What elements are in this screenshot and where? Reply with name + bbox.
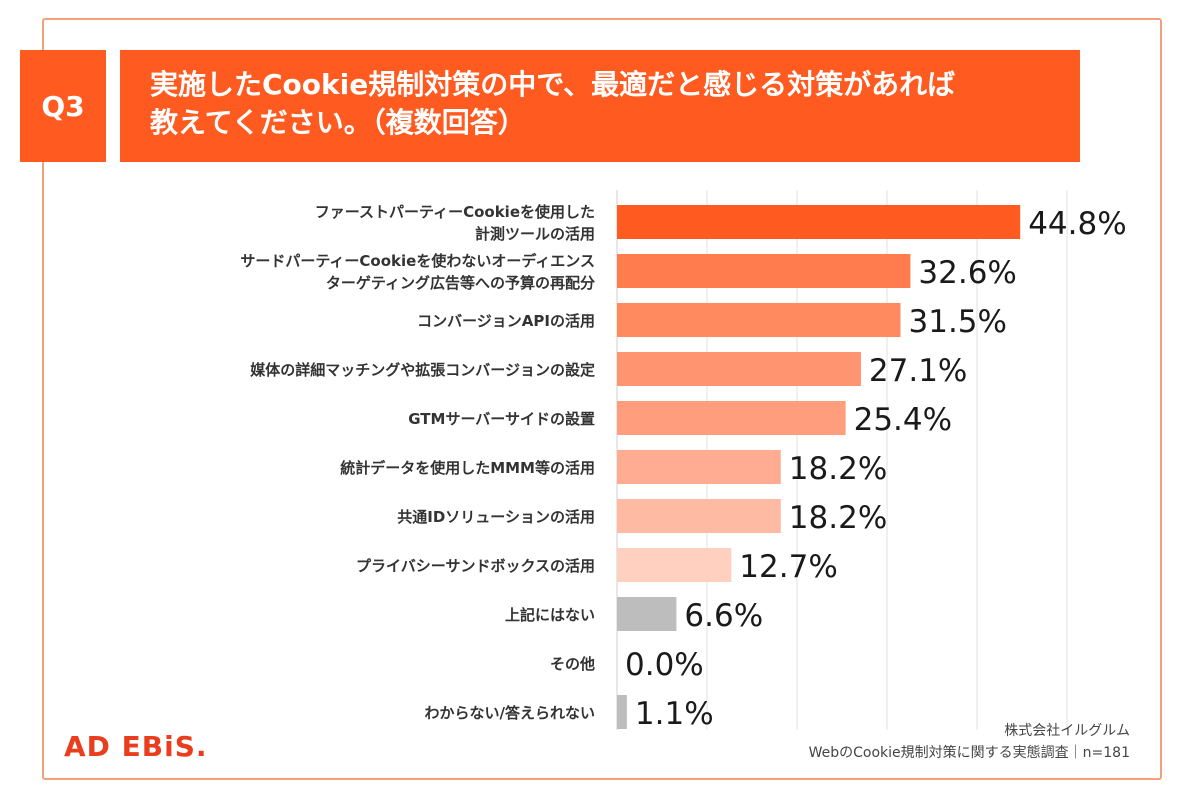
bar bbox=[617, 450, 781, 484]
question-title: 実施したCookie規制対策の中で、最適だと感じる対策があれば 教えてください。… bbox=[150, 66, 1050, 142]
value-label: 27.1% bbox=[869, 353, 967, 389]
value-label: 32.6% bbox=[918, 255, 1016, 291]
category-label: 上記にはない bbox=[505, 606, 595, 624]
category-label: 媒体の詳細マッチングや拡張コンバージョンの設定 bbox=[250, 361, 595, 379]
value-label: 12.7% bbox=[739, 549, 837, 585]
bar bbox=[617, 548, 732, 582]
category-label: サードパーティーCookieを使わないオーディエンス bbox=[240, 252, 595, 270]
source-company: 株式会社イルグルム bbox=[1004, 723, 1130, 739]
question-badge: Q3 bbox=[20, 50, 106, 162]
category-label: 共通IDソリューションの活用 bbox=[397, 508, 595, 526]
question-title-bar bbox=[120, 50, 1080, 162]
bar bbox=[617, 352, 861, 386]
value-label: 44.8% bbox=[1028, 206, 1126, 242]
value-label: 6.6% bbox=[684, 598, 763, 634]
bar bbox=[617, 597, 677, 631]
source-note: 株式会社イルグルム WebのCookie規制対策に関する実態調査｜n=181 bbox=[809, 720, 1130, 764]
category-label: わからない/答えられない bbox=[425, 704, 595, 722]
value-label: 0.0% bbox=[625, 647, 704, 683]
category-label: ファーストパーティーCookieを使用した bbox=[315, 203, 595, 221]
bar bbox=[617, 303, 901, 337]
value-label: 1.1% bbox=[635, 696, 714, 732]
question-title-line1: 実施したCookie規制対策の中で、最適だと感じる対策があれば bbox=[150, 68, 956, 101]
category-label: その他 bbox=[550, 655, 595, 673]
category-label: GTMサーバーサイドの設置 bbox=[408, 410, 595, 428]
value-label: 25.4% bbox=[854, 402, 952, 438]
brand-logo: AD EBiS. bbox=[64, 730, 208, 763]
question-title-line2: 教えてください。（複数回答） bbox=[150, 106, 526, 139]
value-label: 18.2% bbox=[789, 500, 887, 536]
source-survey: WebのCookie規制対策に関する実態調査｜n=181 bbox=[808, 745, 1130, 761]
bar bbox=[617, 695, 627, 729]
value-label: 31.5% bbox=[909, 304, 1007, 340]
category-label: プライバシーサンドボックスの活用 bbox=[356, 557, 595, 575]
bar bbox=[617, 401, 846, 435]
bar bbox=[617, 499, 781, 533]
category-label: 計測ツールの活用 bbox=[475, 225, 595, 243]
card-frame bbox=[42, 18, 1162, 780]
value-label: 18.2% bbox=[789, 451, 887, 487]
bar bbox=[617, 254, 911, 288]
category-label: コンバージョンAPIの活用 bbox=[417, 312, 595, 330]
category-label: ターゲティング広告等への予算の再配分 bbox=[326, 274, 595, 292]
bar bbox=[617, 205, 1021, 239]
category-label: 統計データを使用したMMM等の活用 bbox=[340, 459, 595, 477]
